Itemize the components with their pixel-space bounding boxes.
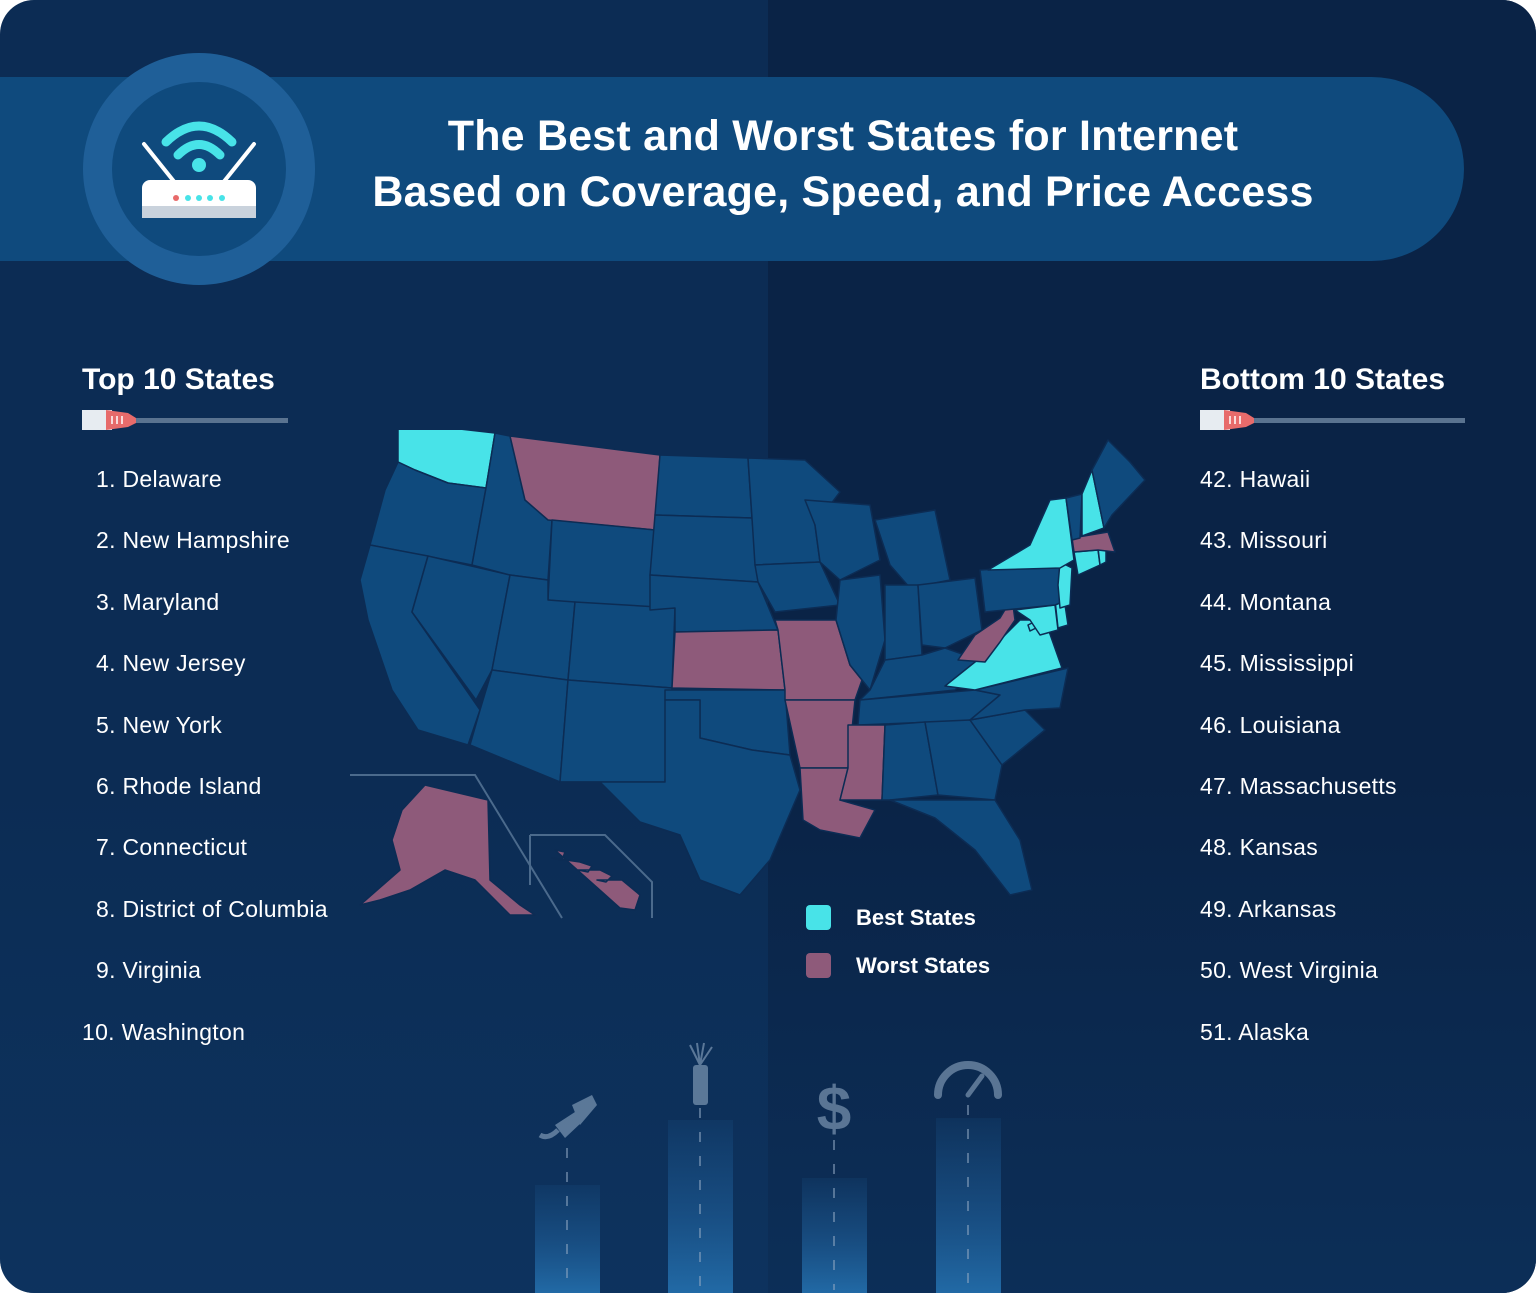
state-north-dakota (654, 454, 753, 519)
list-item: 46. Louisiana (1200, 712, 1341, 738)
state-alabama (881, 721, 939, 801)
list-item: 7. Connecticut (96, 834, 248, 860)
state-hawaii (551, 849, 641, 911)
cable-divider-right (1200, 410, 1465, 430)
list-item: 5. New York (96, 712, 223, 738)
state-indiana (884, 584, 923, 661)
list-item: 9. Virginia (96, 957, 202, 983)
state-wyoming (547, 519, 656, 611)
state-mississippi (839, 724, 886, 801)
list-item: 42. Hawaii (1200, 466, 1311, 492)
list-item: 51. Alaska (1200, 1019, 1310, 1045)
state-vermont (1065, 493, 1083, 541)
list-item: 45. Mississippi (1200, 650, 1355, 676)
state-texas (559, 699, 801, 896)
state-kansas (671, 629, 786, 691)
state-michigan (874, 509, 951, 589)
fiber-optic-icon (689, 1042, 713, 1105)
cable-divider-left (82, 410, 288, 430)
ethernet-cable-icon (538, 1095, 597, 1140)
list-item: 3. Maryland (96, 589, 220, 615)
title-line-2: Based on Coverage, Speed, and Price Acce… (372, 168, 1314, 216)
state-massachusetts (1071, 531, 1116, 553)
list-item: 48. Kansas (1200, 834, 1319, 860)
us-map (350, 430, 1146, 919)
state-colorado (567, 601, 676, 689)
title-line-1: The Best and Worst States for Internet (447, 112, 1239, 160)
state-new-jersey (1057, 561, 1073, 609)
state-pennsylvania (979, 564, 1069, 613)
best-swatch (806, 905, 831, 930)
list-item: 1. Delaware (96, 466, 223, 492)
state-alaska (359, 784, 536, 916)
dollar-icon: $ (817, 1075, 851, 1144)
state-maine (1091, 439, 1146, 529)
list-item: 50. West Virginia (1200, 957, 1379, 983)
state-ohio (917, 577, 983, 649)
list-item: 10. Washington (82, 1019, 246, 1045)
state-iowa (754, 561, 841, 613)
state-arizona (469, 669, 569, 783)
list-item: 49. Arkansas (1200, 896, 1337, 922)
speedometer-icon (934, 1061, 1002, 1099)
top-10-heading: Top 10 States (82, 363, 275, 396)
list-item: 8. District of Columbia (96, 896, 328, 922)
state-south-dakota (649, 514, 759, 583)
list-item: 2. New Hampshire (96, 527, 290, 553)
list-item: 4. New Jersey (96, 650, 246, 676)
state-arkansas (784, 699, 856, 769)
list-item: 44. Montana (1200, 589, 1332, 615)
state-new-york (987, 497, 1075, 571)
wifi-router-icon (142, 121, 256, 218)
footer-icons: $ (535, 1042, 1002, 1293)
state-connecticut (1073, 549, 1101, 576)
list-item: 43. Missouri (1200, 527, 1328, 553)
legend-worst-label: Worst States (856, 953, 991, 978)
worst-swatch (806, 953, 831, 978)
legend-best-label: Best States (856, 905, 976, 930)
list-item: 6. Rhode Island (96, 773, 262, 799)
state-new-mexico (559, 679, 673, 783)
state-georgia (924, 719, 1003, 801)
state-florida (889, 799, 1033, 896)
page-title: The Best and Worst States for Internet B… (330, 108, 1356, 220)
bottom-10-heading: Bottom 10 States (1200, 363, 1446, 396)
state-north-carolina (969, 667, 1069, 721)
list-item: 47. Massachusetts (1200, 773, 1397, 799)
